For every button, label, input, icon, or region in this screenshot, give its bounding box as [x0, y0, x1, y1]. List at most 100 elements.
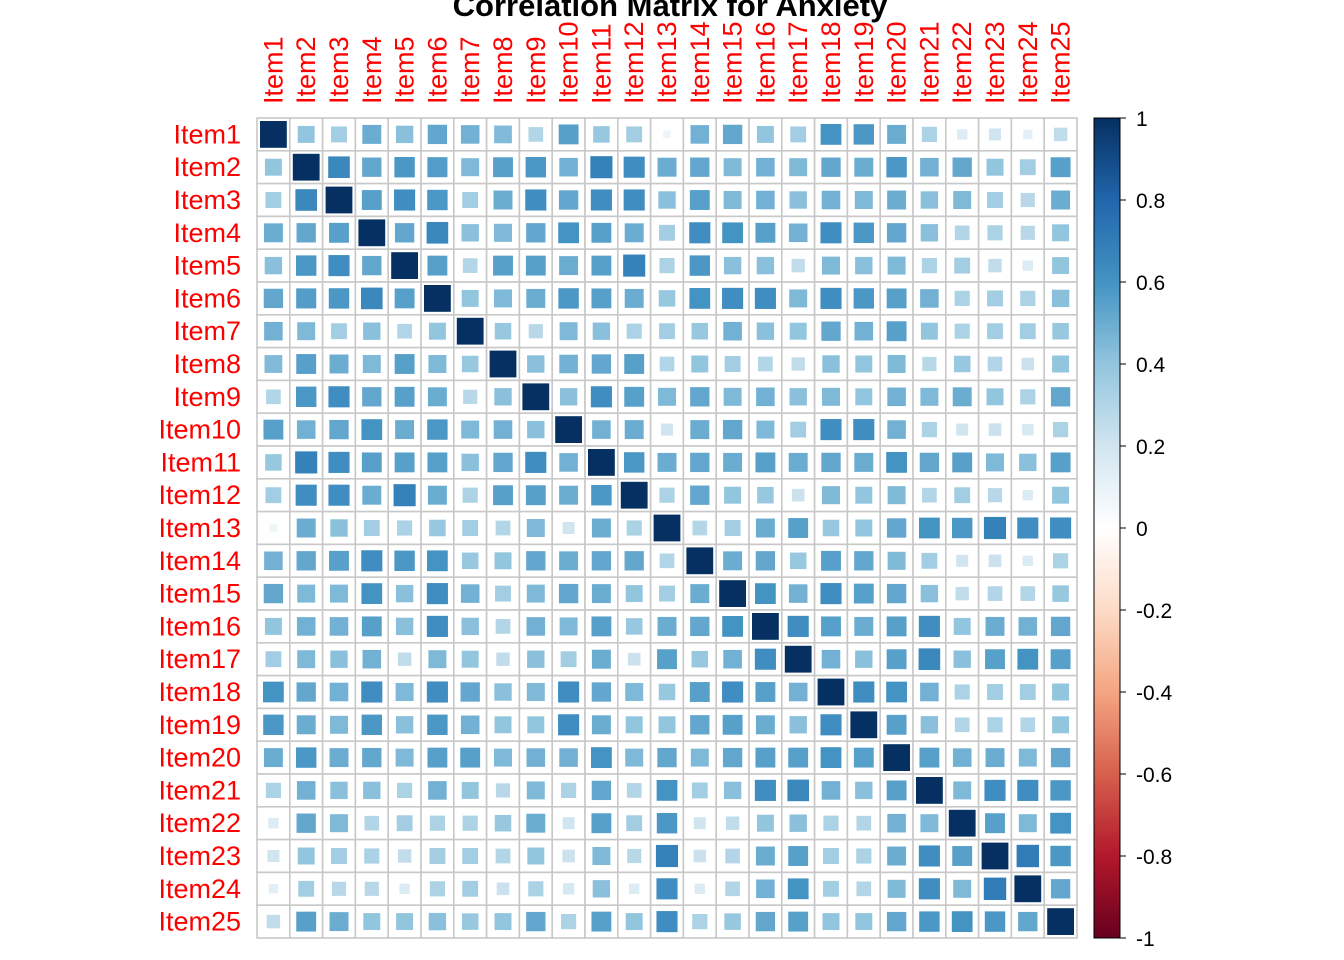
- cell-square: [788, 584, 808, 603]
- cell-square: [788, 682, 808, 702]
- cell-square: [428, 322, 446, 340]
- cell-square: [725, 848, 740, 864]
- row-label: Item12: [158, 480, 241, 510]
- cell-square: [659, 258, 675, 274]
- cell-square: [887, 813, 906, 833]
- row-label: Item2: [173, 152, 241, 182]
- legend-tick-label: -0.8: [1136, 846, 1172, 869]
- cell-square: [690, 452, 710, 473]
- cell-square: [559, 157, 578, 177]
- cell-square: [265, 487, 282, 504]
- cell-square: [395, 125, 414, 144]
- cell-square: [526, 288, 546, 308]
- cell-square: [626, 126, 643, 143]
- cell-square: [461, 617, 479, 636]
- cell-square: [886, 583, 907, 604]
- cell-square: [361, 419, 383, 440]
- row-label: Item18: [158, 677, 241, 707]
- cell-square: [625, 716, 643, 734]
- cell-square: [626, 815, 643, 832]
- cell-square: [987, 684, 1003, 700]
- cell-square: [791, 357, 805, 371]
- cell-square: [1020, 717, 1036, 733]
- cell-square: [397, 849, 412, 863]
- cell-square: [396, 815, 413, 832]
- column-label: Item5: [390, 36, 420, 104]
- cell-square: [756, 387, 775, 407]
- cell-square: [297, 125, 315, 143]
- cell-square: [1053, 553, 1069, 569]
- cell-square: [427, 124, 448, 145]
- cell-square: [984, 779, 1006, 801]
- cell-square: [986, 388, 1004, 406]
- cell-square: [623, 254, 646, 277]
- cell-square: [296, 813, 316, 833]
- cell-square: [658, 716, 676, 734]
- column-label: Item10: [554, 21, 584, 104]
- cell-square: [395, 716, 414, 734]
- cell-square: [755, 222, 776, 243]
- cell-frame: [879, 641, 914, 677]
- cell-frame: [813, 773, 849, 808]
- cell-square: [952, 748, 972, 767]
- cell-square: [690, 485, 710, 505]
- row-label: Item14: [158, 546, 241, 576]
- row-label: Item8: [173, 349, 241, 379]
- cell-square: [755, 551, 776, 571]
- cell-square: [395, 584, 414, 603]
- cell-square: [624, 551, 644, 571]
- row-label: Item24: [158, 874, 241, 904]
- cell-square: [558, 124, 579, 145]
- cell-square: [886, 616, 907, 637]
- cell-square: [296, 223, 316, 243]
- cell-square: [526, 584, 545, 603]
- cell-square: [789, 814, 807, 832]
- cell-square: [394, 156, 415, 178]
- cell-square: [1020, 389, 1036, 405]
- legend-tick-label: 0.6: [1136, 272, 1165, 295]
- cell-square: [822, 355, 840, 373]
- cell-square: [690, 715, 710, 735]
- cell-square: [981, 842, 1009, 870]
- cell-square: [296, 551, 316, 571]
- cell-square: [427, 189, 448, 211]
- row-label: Item13: [158, 513, 241, 543]
- column-label: Item11: [586, 23, 616, 104]
- cell-square: [295, 255, 317, 276]
- cell-frame: [485, 117, 521, 152]
- legend-tick-label: 0.2: [1136, 436, 1165, 459]
- cell-square: [296, 617, 316, 636]
- cell-square: [397, 323, 412, 339]
- cell-square: [953, 650, 971, 668]
- cell-square: [266, 914, 281, 929]
- cell-square: [919, 747, 940, 768]
- cell-square: [954, 684, 970, 700]
- cell-square: [462, 880, 479, 897]
- cell-square: [1020, 290, 1036, 306]
- cell-square: [722, 714, 743, 735]
- cell-square: [266, 389, 281, 405]
- cell-square: [692, 914, 708, 930]
- cell-square: [920, 224, 939, 242]
- cell-square: [661, 423, 673, 436]
- cell-square: [822, 913, 840, 931]
- cell-square: [919, 452, 940, 473]
- cell-square: [269, 524, 278, 532]
- cell-square: [494, 716, 512, 734]
- cell-square: [952, 157, 972, 177]
- cell-square: [526, 781, 545, 800]
- cell-frame: [944, 445, 980, 480]
- cell-square: [854, 157, 874, 177]
- cell-square: [856, 848, 872, 864]
- cell-square: [690, 157, 710, 177]
- cell-square: [296, 715, 316, 735]
- cell-square: [1016, 844, 1040, 868]
- cell-square: [922, 356, 937, 372]
- cell-square: [495, 848, 511, 864]
- cell-square: [427, 747, 448, 768]
- cell-square: [658, 290, 676, 307]
- cell-square: [821, 781, 841, 800]
- cell-square: [723, 452, 743, 472]
- cell-square: [723, 256, 742, 275]
- cell-square: [395, 683, 414, 701]
